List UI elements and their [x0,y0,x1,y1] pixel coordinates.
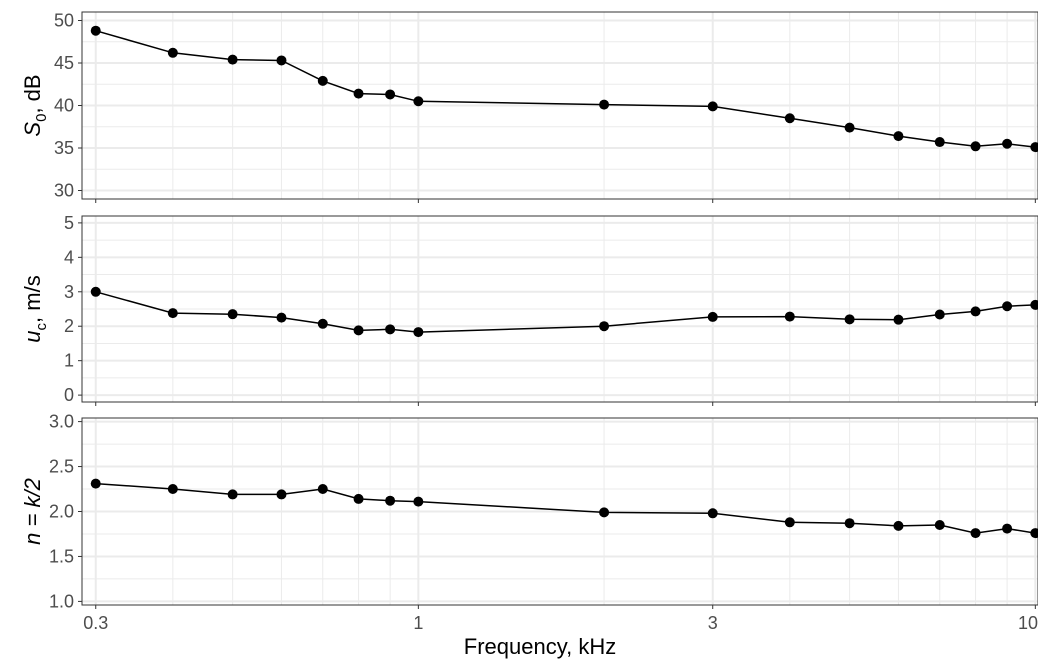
y-tick-label: 0 [64,385,74,405]
y-tick-label: 2.5 [49,457,74,477]
panel-3: 1.0 1.5 2.0 2.5 3.0 n = k/2 [20,412,1038,611]
data-point [353,88,364,99]
data-point [276,55,287,66]
data-point [1030,528,1038,539]
y-tick-label: 45 [54,53,74,73]
x-tick-labels: 0.3 1 3 10 [83,613,1038,633]
data-point [844,122,855,133]
y-tick-label: 1 [64,351,74,371]
data-point [317,75,328,86]
data-point [385,495,396,506]
data-point [707,311,718,322]
data-point [385,89,396,100]
data-point [1002,523,1013,534]
y-tick-label: 50 [54,11,74,31]
data-point [784,113,795,124]
x-tick-label: 0.3 [83,613,108,633]
y-tick-label: 1.0 [49,591,74,611]
data-point [353,493,364,504]
data-point [227,489,238,500]
y-tick-label: 30 [54,181,74,201]
data-point [934,137,945,148]
data-point [167,308,178,319]
data-point [413,327,424,338]
data-point [385,324,396,335]
data-point [970,141,981,152]
y-tick-label: 3.0 [49,412,74,432]
data-point [784,311,795,322]
data-point [1002,301,1013,312]
data-point [599,321,610,332]
data-point [276,489,287,500]
x-tick-label: 3 [708,613,718,633]
y-axis-title-main: u [20,330,45,342]
panel-border [81,11,1038,200]
y-tick-label: 3 [64,282,74,302]
y-axis-title-subscript: 0 [33,114,50,122]
data-point [970,528,981,539]
y-tick-label: 1.5 [49,546,74,566]
series [90,286,1038,338]
panel-2: 0 1 2 3 4 5 uc, m/s [20,213,1038,406]
data-point [934,519,945,530]
data-point [599,99,610,110]
data-point [167,484,178,495]
data-point [784,517,795,528]
data-point [599,507,610,518]
data-point [276,312,287,323]
panel-border [81,215,1038,403]
data-point [353,325,364,336]
data-point [707,508,718,519]
y-tick-label: 40 [54,96,74,116]
data-point [1030,142,1038,153]
data-point [893,314,904,325]
series [90,478,1038,539]
data-point [90,478,101,489]
y-tick-label: 2 [64,316,74,336]
y-tick-label: 35 [54,138,74,158]
y-axis-title: uc, m/s [20,275,50,342]
data-point [317,318,328,329]
panel-1: 30 35 40 45 50 S0, dB [20,11,1038,203]
data-point [90,25,101,36]
y-tick-label: 4 [64,247,74,267]
data-point [227,54,238,65]
x-tick-label: 1 [413,613,423,633]
data-point [707,101,718,112]
data-point [844,314,855,325]
y-axis-title-main: S [20,122,45,137]
panel-border [81,417,1038,606]
data-point [844,518,855,529]
data-point [970,306,981,317]
data-point [893,131,904,142]
data-point [893,520,904,531]
data-point [1030,299,1038,310]
y-tick-label: 5 [64,213,74,233]
x-axis-title: Frequency, kHz [464,634,616,659]
data-point [1002,138,1013,149]
data-point [167,47,178,58]
y-tick-label: 2.0 [49,502,74,522]
y-axis-title-main: n = k/2 [20,478,45,545]
y-axis-title-unit: , dB [20,74,45,113]
data-point [413,496,424,507]
data-point [317,484,328,495]
data-point [934,309,945,320]
y-axis-title: n = k/2 [20,478,45,545]
data-point [413,96,424,107]
x-tick-label: 10 [1018,613,1038,633]
series [90,25,1038,153]
data-point [90,286,101,297]
data-point [227,309,238,320]
y-axis-title-unit: , m/s [20,275,45,323]
y-axis-title: S0, dB [20,74,50,136]
y-axis-title-subscript: c [33,322,50,330]
